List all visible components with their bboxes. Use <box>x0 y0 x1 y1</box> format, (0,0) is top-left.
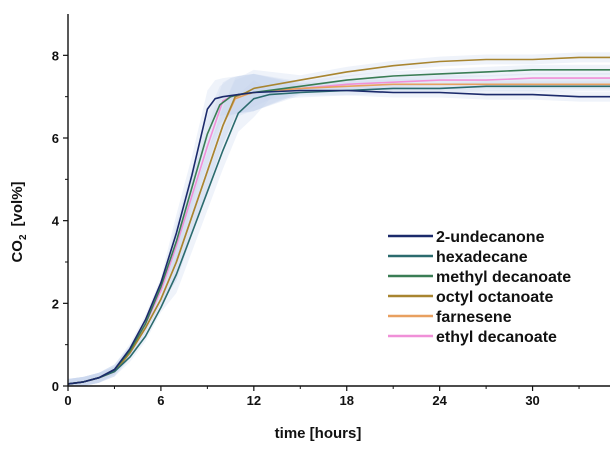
y-axis-label-sub: 2 <box>18 234 29 240</box>
y-tick-label: 4 <box>52 214 60 229</box>
y-axis-label: CO2 [vol%] <box>9 181 29 262</box>
series-line <box>67 56 610 385</box>
y-tick-label: 8 <box>52 48 59 63</box>
x-axis-label: time [hours] <box>275 425 362 442</box>
y-tick-label: 0 <box>52 379 59 394</box>
series-lines <box>67 56 610 385</box>
y-axis-label-main: CO <box>9 240 26 263</box>
legend-label: farnesene <box>436 309 512 326</box>
series-line <box>67 89 610 385</box>
y-axis-label-unit: [vol%] <box>9 181 26 226</box>
series-band <box>68 73 610 387</box>
x-tick-label: 30 <box>525 393 539 408</box>
legend: 2-undecanone hexadecane methyl decanoate oc… <box>388 229 571 346</box>
legend-label: 2-undecanone <box>436 229 545 246</box>
legend-label: hexadecane <box>436 249 528 266</box>
series-band <box>68 73 610 386</box>
y-tick-label: 6 <box>52 131 59 146</box>
x-tick-label: 6 <box>157 393 164 408</box>
legend-label: octyl octanoate <box>436 289 553 306</box>
series-line <box>67 85 610 385</box>
x-tick-label: 18 <box>340 393 354 408</box>
x-tick-label: 24 <box>432 393 447 408</box>
axes <box>63 14 610 391</box>
x-tick-label: 12 <box>247 393 261 408</box>
legend-label: methyl decanoate <box>436 269 571 286</box>
y-tick-label: 2 <box>52 296 59 311</box>
x-tick-label: 0 <box>64 393 71 408</box>
svg-text:CO2[vol%]: CO2 [vol%] <box>9 181 29 262</box>
legend-label: ethyl decanoate <box>436 329 557 346</box>
